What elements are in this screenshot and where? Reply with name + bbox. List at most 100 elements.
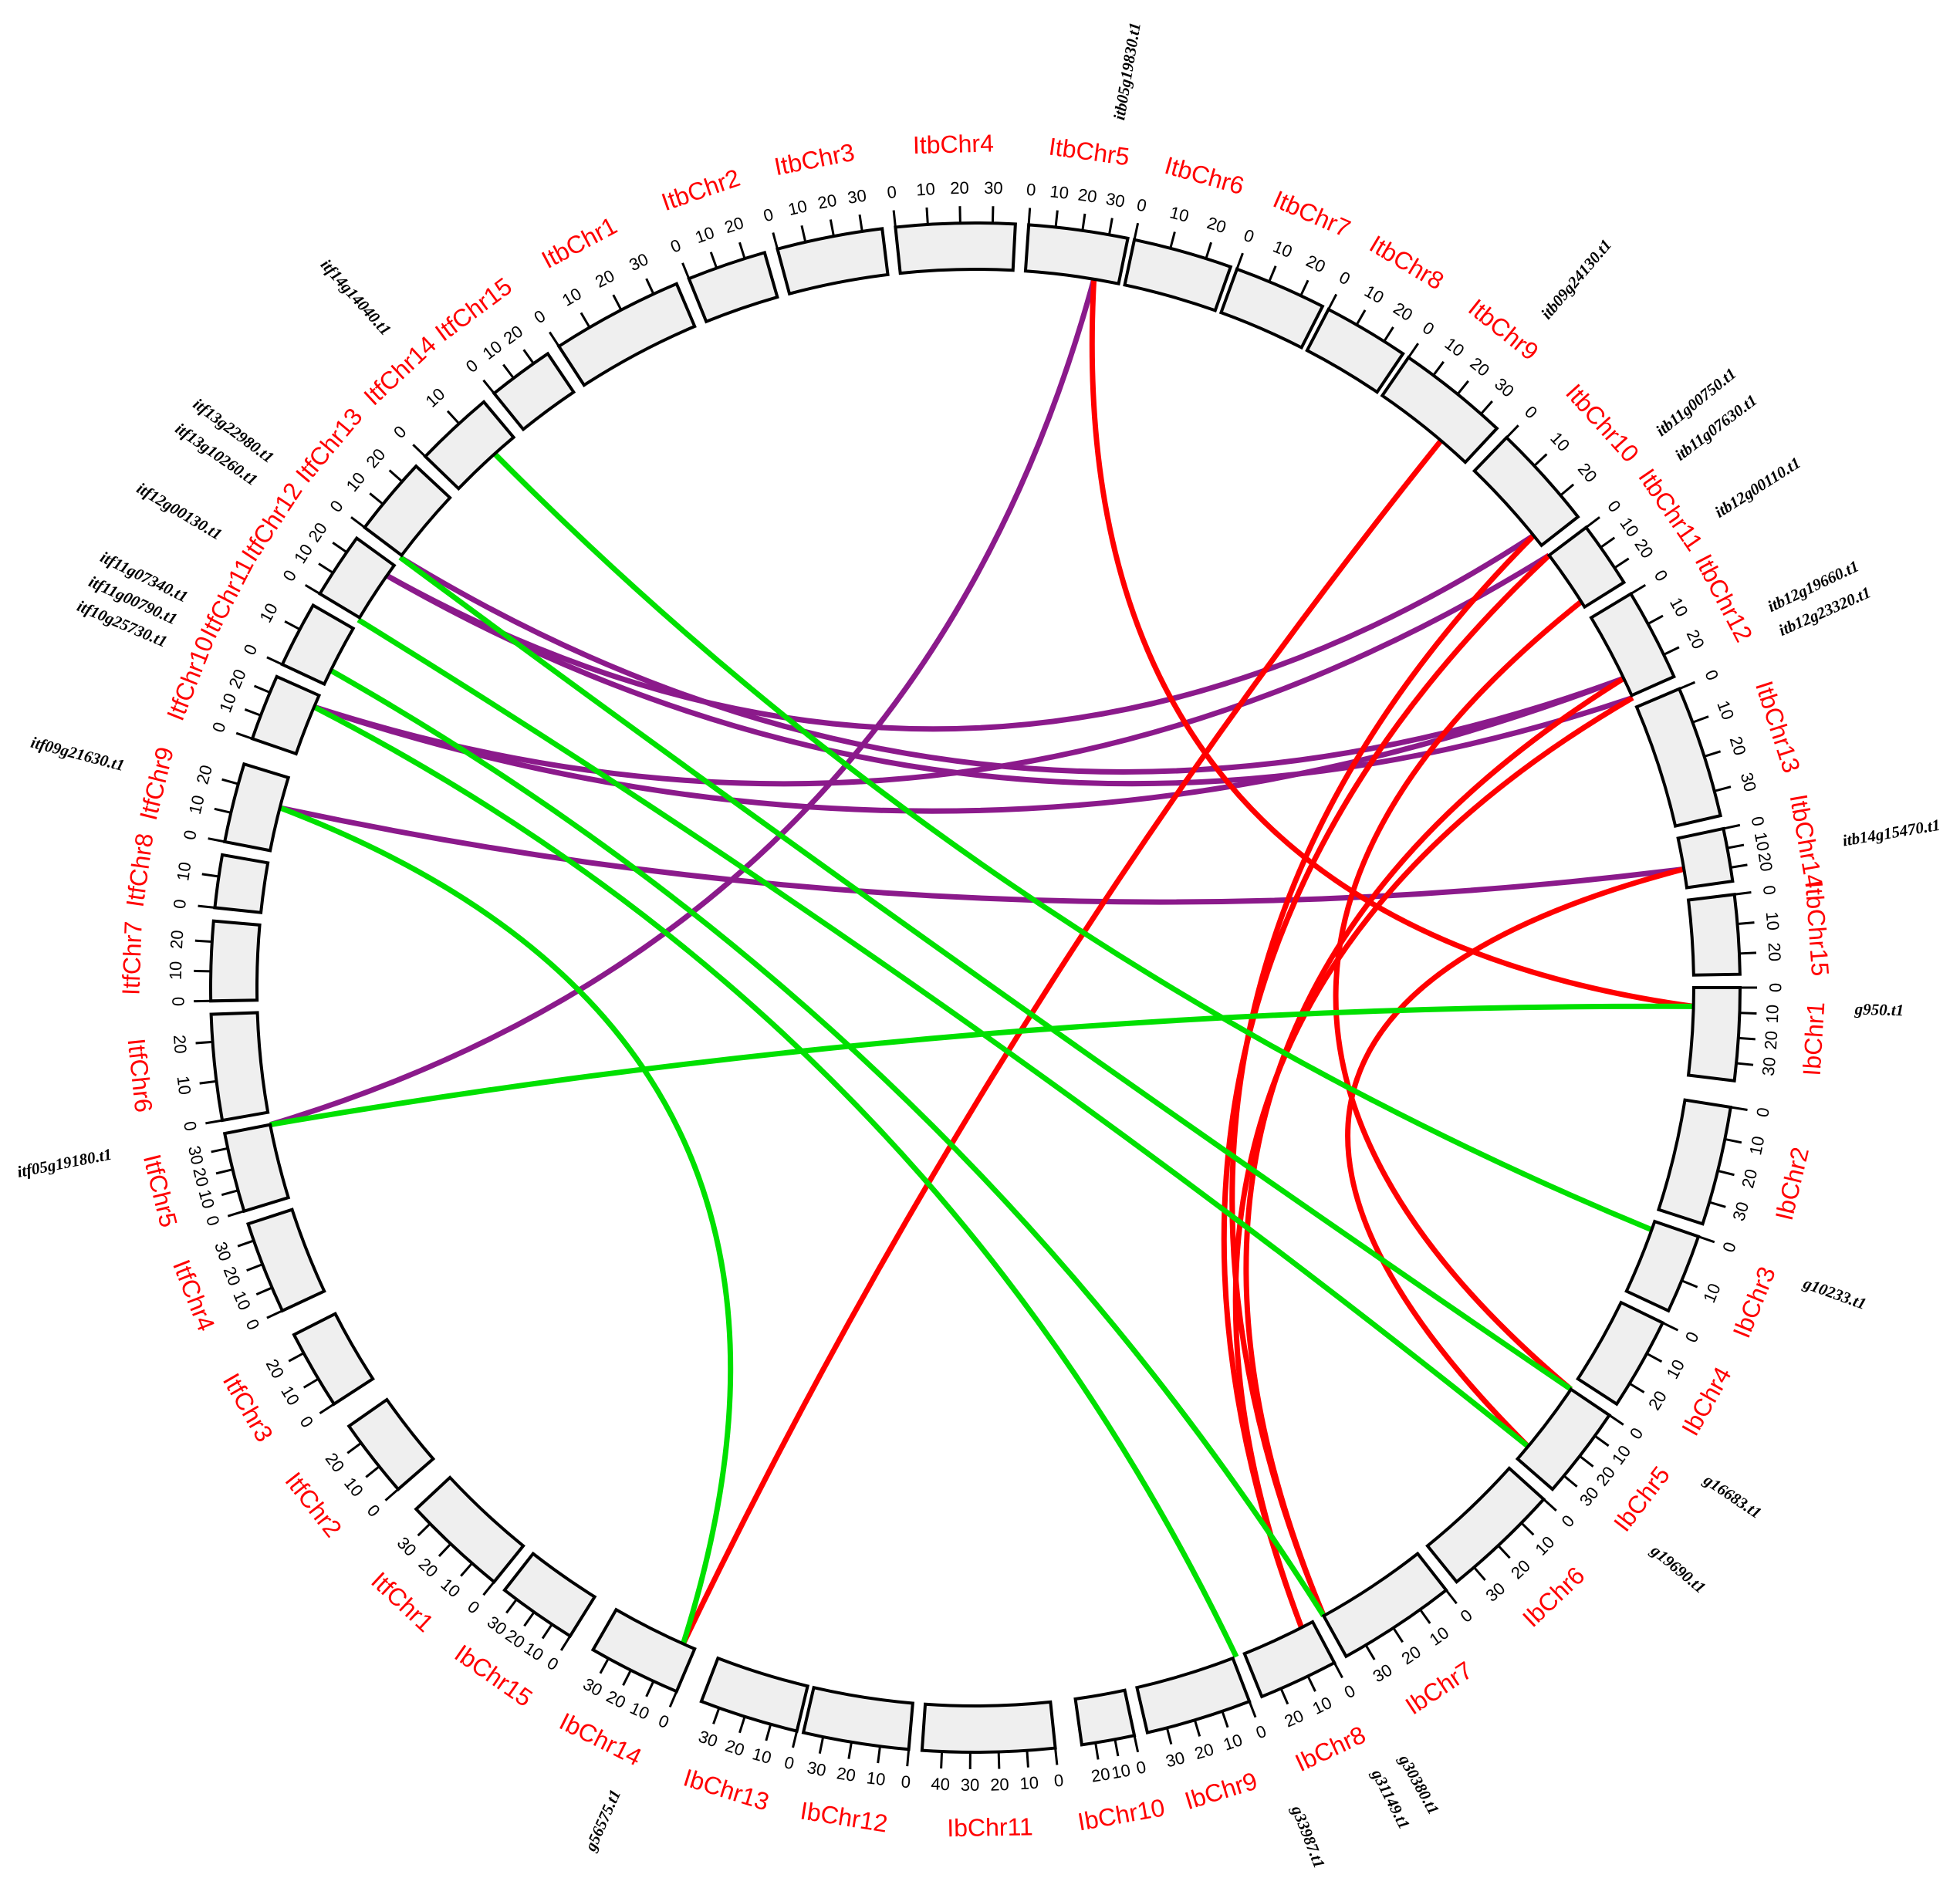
tick-mark (384, 1488, 400, 1501)
tick-mark (1205, 242, 1212, 259)
tick-mark (1480, 400, 1493, 415)
tick-mark (1630, 583, 1647, 595)
tick-label: 20 (1644, 1387, 1671, 1414)
tick-label: 20 (362, 444, 389, 471)
tick-mark (1026, 1750, 1029, 1768)
tick-label: 20 (1765, 942, 1785, 962)
tick-mark (599, 1657, 610, 1674)
tick-mark (1054, 210, 1059, 228)
tick-label: 20 (262, 1356, 289, 1381)
tick-mark (1727, 843, 1745, 849)
chromosome-block (1073, 1688, 1137, 1747)
tick-mark (1614, 557, 1630, 569)
chromosome-label: ItfChr4 (167, 1256, 221, 1336)
tick-mark (1327, 293, 1338, 310)
tick-mark (1133, 222, 1140, 240)
tick-mark (482, 379, 495, 394)
chromosome-block (1305, 307, 1405, 394)
chromosome-block (317, 535, 397, 620)
tick-label: 20 (722, 213, 746, 237)
tick-label: 10 (342, 468, 369, 495)
tick-mark (1221, 1711, 1229, 1728)
tick-mark (541, 1623, 553, 1640)
tick-mark (906, 1749, 911, 1767)
tick-label: 20 (167, 930, 187, 950)
tick-label: 20 (835, 1763, 857, 1785)
tick-label: 20 (1574, 459, 1601, 486)
tick-label: 30 (1491, 374, 1518, 401)
tick-mark (199, 1079, 217, 1085)
chromosome-label: ItbChr15 (1800, 880, 1834, 977)
tick-label: 0 (762, 204, 776, 225)
tick-mark (198, 904, 215, 909)
synteny-link (1089, 279, 1695, 1009)
tick-label: 10 (290, 541, 316, 567)
tick-mark (523, 1611, 536, 1627)
chromosome-block (362, 464, 452, 558)
tick-label: 10 (1762, 1004, 1783, 1023)
tick-mark (255, 1286, 273, 1295)
chromosome-block (1472, 435, 1580, 548)
tick-mark (208, 837, 225, 843)
tick-label: 10 (422, 384, 449, 411)
tick-label: 20 (1192, 1739, 1216, 1763)
tick-label: 10 (1616, 514, 1643, 540)
chromosome-label: ItbChr3 (772, 138, 857, 181)
chromosome-block (776, 227, 890, 296)
synteny-link (492, 451, 1653, 1233)
tick-label: 0 (326, 497, 346, 516)
tick-label: 10 (174, 1075, 195, 1096)
tick-label: 20 (816, 191, 839, 213)
tick-label: 0 (390, 422, 410, 442)
tick-label: 10 (255, 600, 282, 626)
chromosome-block (1380, 355, 1499, 464)
tick-label: 30 (1759, 1056, 1779, 1077)
tick-mark (417, 1522, 431, 1537)
tick-label: 30 (1737, 771, 1760, 794)
gene-label: g16683.t1 (1700, 1470, 1765, 1522)
chromosome-block (245, 1208, 326, 1313)
tick-label: 20 (1631, 535, 1657, 562)
synteny-link (269, 278, 1097, 1127)
chromosome-block (894, 221, 1017, 275)
chromosome-block (1686, 893, 1742, 977)
tick-mark (1662, 1322, 1679, 1332)
tick-mark (1355, 309, 1367, 326)
gene-label: itf12g00130.t1 (133, 478, 225, 543)
chromosome-block (590, 1607, 697, 1694)
tick-mark (350, 516, 366, 529)
chromosome-block (250, 674, 322, 756)
tick-mark (1714, 785, 1732, 792)
tick-label: 0 (1135, 194, 1148, 215)
tick-label: 30 (847, 186, 868, 208)
tick-label: 10 (1019, 1773, 1039, 1794)
tick-mark (482, 1581, 495, 1596)
tick-label: 20 (192, 763, 216, 786)
gene-label: g950.t1 (1854, 1000, 1904, 1020)
tick-mark (1383, 326, 1394, 343)
tick-mark (266, 1309, 283, 1319)
tick-mark (201, 873, 219, 878)
tick-label: 10 (185, 793, 208, 816)
gene-label: g19690.t1 (1647, 1541, 1709, 1597)
tick-mark (1027, 208, 1032, 225)
tick-mark (1445, 1589, 1458, 1605)
tick-mark (1248, 1701, 1257, 1718)
tick-label: 10 (521, 1638, 547, 1664)
tick-mark (1094, 1742, 1100, 1760)
chromosome-label: ItfChr11 (194, 553, 259, 642)
tick-label: 0 (530, 306, 549, 328)
tick-label: 10 (194, 1187, 218, 1211)
tick-label: 0 (464, 1596, 483, 1617)
chromosome-label: IbChr1 (1798, 1001, 1830, 1076)
tick-mark (1473, 1566, 1486, 1581)
tick-mark (1432, 360, 1445, 377)
chromosome-block (346, 1397, 436, 1491)
tick-label: 30 (1370, 1660, 1396, 1686)
tick-label: 0 (1341, 1680, 1359, 1702)
tick-mark (412, 444, 427, 458)
tick-mark (1560, 483, 1575, 497)
chromosome-label: ItbChr10 (1560, 379, 1644, 468)
